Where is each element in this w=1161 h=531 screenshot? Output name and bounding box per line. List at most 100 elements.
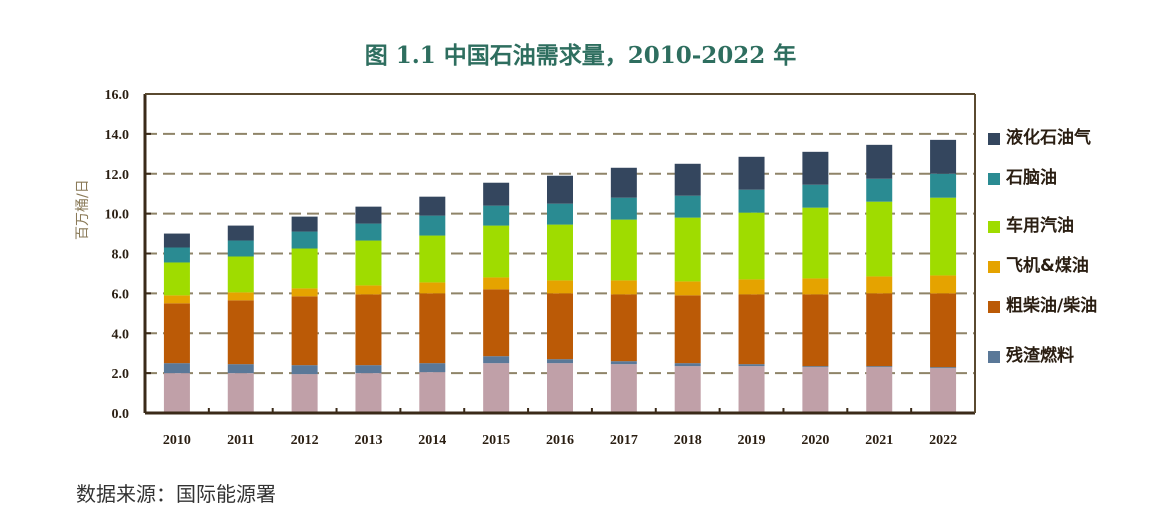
x-tick-label: 2018 bbox=[674, 433, 702, 448]
bar-segment-2017-1 bbox=[610, 361, 637, 365]
x-tick-label: 2013 bbox=[354, 433, 382, 448]
bar-segment-2014-3 bbox=[419, 282, 446, 294]
bar-segment-2021-3 bbox=[866, 276, 893, 294]
legend-swatch bbox=[988, 261, 1000, 273]
bar-segment-2012-3 bbox=[291, 288, 318, 297]
chart-title: 图 1.1 中国石油需求量，2010-2022 年 bbox=[364, 42, 797, 69]
bar-segment-2011-0 bbox=[227, 373, 254, 413]
x-tick-label: 2022 bbox=[929, 433, 957, 448]
bar-segment-2019-6 bbox=[738, 156, 765, 190]
bar-segment-2011-5 bbox=[227, 240, 254, 257]
bar-segment-2019-1 bbox=[738, 364, 765, 367]
y-tick-label: 4.0 bbox=[112, 327, 130, 342]
bar-segment-2017-2 bbox=[610, 294, 637, 362]
bar-segment-2012-5 bbox=[291, 231, 318, 249]
bar-segment-2015-5 bbox=[483, 205, 510, 226]
bar-segment-2020-3 bbox=[802, 278, 829, 295]
bar-segment-2016-2 bbox=[547, 293, 573, 360]
bar-segment-2014-5 bbox=[419, 215, 446, 236]
bar-segment-2014-1 bbox=[419, 363, 446, 373]
legend-swatch bbox=[988, 133, 1000, 145]
bar-segment-2022-3 bbox=[930, 275, 957, 294]
bar-segment-2018-1 bbox=[674, 363, 701, 367]
bar-segment-2015-4 bbox=[483, 225, 510, 278]
bar-segment-2014-6 bbox=[419, 196, 446, 216]
bar-segment-2018-0 bbox=[674, 366, 701, 413]
bar-segment-2020-5 bbox=[802, 184, 829, 208]
bar-segment-2021-1 bbox=[866, 366, 893, 368]
legend-label: 液化石油气 bbox=[1006, 128, 1091, 148]
bar-segment-2017-0 bbox=[610, 364, 637, 413]
legend-label: 粗柴油/柴油 bbox=[1006, 296, 1098, 316]
bar-segment-2011-1 bbox=[227, 364, 254, 374]
bar-segment-2014-0 bbox=[419, 372, 446, 413]
bar-segment-2016-3 bbox=[547, 280, 573, 294]
legend-item: 残渣燃料 bbox=[988, 346, 1118, 366]
bar-segment-2018-2 bbox=[674, 295, 701, 364]
bar-segment-2013-4 bbox=[355, 240, 382, 286]
bar-segment-2010-0 bbox=[163, 373, 190, 413]
y-tick-label: 14.0 bbox=[105, 128, 130, 143]
bar-segment-2010-5 bbox=[163, 247, 190, 263]
bar-segment-2020-1 bbox=[802, 366, 829, 368]
bar-segment-2019-5 bbox=[738, 189, 765, 213]
bar-segment-2010-1 bbox=[163, 363, 190, 374]
bar-segment-2014-2 bbox=[419, 293, 446, 364]
bar-segment-2019-2 bbox=[738, 294, 765, 365]
legend-item: 液化石油气 bbox=[988, 128, 1118, 148]
y-tick-label: 0.0 bbox=[112, 407, 130, 422]
bar-segment-2018-3 bbox=[674, 281, 701, 296]
bar-segment-2016-6 bbox=[547, 175, 573, 204]
legend-item: 石脑油 bbox=[988, 168, 1118, 188]
bar-segment-2022-2 bbox=[930, 293, 957, 368]
bar-segment-2015-1 bbox=[483, 356, 510, 364]
bar-segment-2017-6 bbox=[610, 167, 637, 198]
bar-segment-2022-1 bbox=[930, 367, 957, 369]
x-tick-label: 2019 bbox=[738, 433, 766, 448]
bar-segment-2010-2 bbox=[163, 303, 190, 364]
legend-label: 石脑油 bbox=[1006, 168, 1057, 188]
bar-segment-2012-0 bbox=[291, 374, 318, 413]
legend-item: 粗柴油/柴油 bbox=[988, 296, 1118, 316]
bar-segment-2021-0 bbox=[866, 367, 893, 413]
bar-segment-2020-4 bbox=[802, 207, 829, 279]
legend-swatch bbox=[988, 173, 1000, 185]
bar-segment-2012-6 bbox=[291, 216, 318, 232]
bar-segment-2018-6 bbox=[674, 163, 701, 196]
bar-segment-2013-2 bbox=[355, 294, 382, 366]
x-tick-label: 2011 bbox=[227, 433, 254, 448]
bar-segment-2010-4 bbox=[163, 262, 190, 296]
legend-item: 车用汽油 bbox=[988, 216, 1118, 236]
x-tick-label: 2020 bbox=[801, 433, 829, 448]
bar-segment-2020-2 bbox=[802, 294, 829, 367]
y-tick-label: 10.0 bbox=[105, 208, 130, 223]
legend-swatch bbox=[988, 221, 1000, 233]
bar-segment-2019-3 bbox=[738, 279, 765, 295]
bar-segment-2015-0 bbox=[483, 363, 510, 413]
bar-segment-2016-4 bbox=[547, 224, 573, 281]
bar-segment-2010-3 bbox=[163, 295, 190, 304]
bar-segment-2013-6 bbox=[355, 206, 382, 224]
x-tick-label: 2012 bbox=[291, 433, 319, 448]
legend-swatch bbox=[988, 351, 1000, 363]
y-tick-label: 8.0 bbox=[112, 248, 130, 263]
x-tick-label: 2015 bbox=[482, 433, 510, 448]
bar-segment-2019-0 bbox=[738, 366, 765, 413]
bar-segment-2015-6 bbox=[483, 182, 510, 206]
legend-label: 残渣燃料 bbox=[1006, 346, 1074, 366]
bar-segment-2016-1 bbox=[547, 359, 573, 364]
source-note: 数据来源：国际能源署 bbox=[76, 482, 276, 506]
bar-segment-2019-4 bbox=[738, 212, 765, 280]
legend-swatch bbox=[988, 301, 1000, 313]
bar-segment-2011-2 bbox=[227, 300, 254, 365]
bar-segment-2022-5 bbox=[930, 173, 957, 198]
bar-segment-2021-6 bbox=[866, 144, 893, 179]
x-tick-label: 2010 bbox=[163, 433, 191, 448]
legend-item: 飞机&煤油 bbox=[988, 256, 1118, 276]
bar-segment-2022-6 bbox=[930, 139, 957, 174]
x-tick-label: 2017 bbox=[610, 433, 638, 448]
bar-segment-2022-0 bbox=[930, 368, 957, 413]
legend-label: 飞机&煤油 bbox=[1006, 256, 1089, 276]
bar-segment-2021-2 bbox=[866, 293, 893, 367]
